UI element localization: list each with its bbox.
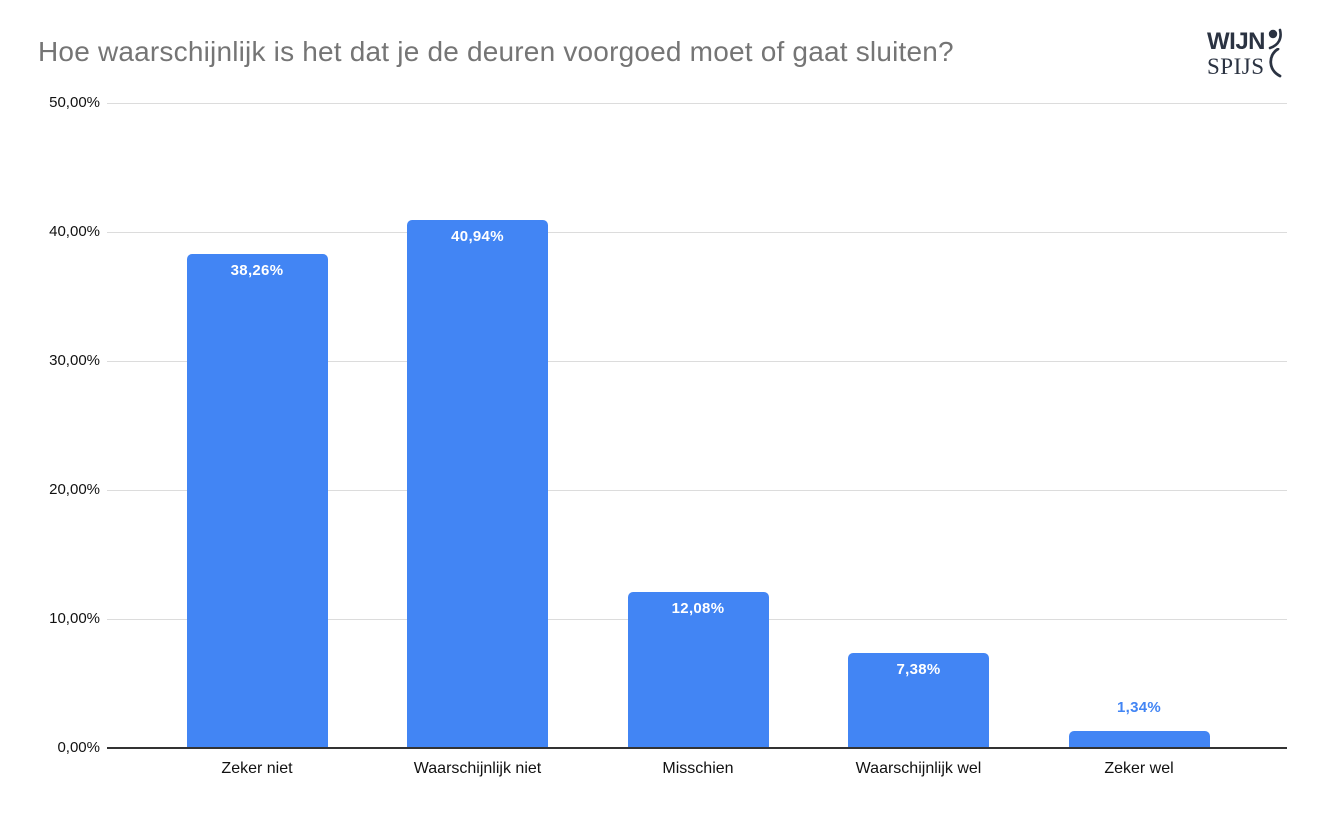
logo-line-1: WIJN [1207,28,1323,55]
bar-zeker-niet [186,254,328,748]
bar-waarschijnlijk-wel [848,652,989,748]
y-axis-tick-label: 20,00% [49,481,100,498]
y-axis-tick-label: 10,00% [49,610,100,627]
bar-value-label: 1,34% [1116,698,1162,716]
x-axis-baseline [107,747,1287,749]
x-axis-category-label: Waarschijnlijk wel [855,760,982,777]
bar-waarschijnlijk-niet [407,219,548,748]
bar-value-label: 7,38% [896,660,941,678]
x-axis-category-label: Zeker wel [1104,760,1174,777]
x-axis-category-label: Zeker niet [221,760,293,777]
gridline [107,361,1287,362]
gridline [107,490,1287,491]
gridline [107,232,1287,233]
wijnspijs-logo: WIJN SPIJS [1207,28,1323,79]
x-axis-category-label: Misschien [662,760,734,777]
y-axis-tick-label: 50,00% [49,94,100,111]
wine-glass-curve-icon [1269,48,1282,78]
bar-zeker-wel [1068,730,1210,748]
wine-glass-icon [1268,28,1282,50]
bar-value-label: 12,08% [671,600,725,618]
bar-misschien [627,592,769,748]
gridline [107,103,1287,104]
logo-text-wijn: WIJN [1207,28,1266,55]
logo-line-2: SPIJS [1207,48,1323,79]
y-axis-tick-label: 0,00% [57,739,100,756]
bar-value-label: 40,94% [451,227,504,245]
bar-value-label: 38,26% [230,262,284,280]
y-axis-tick-label: 30,00% [49,352,100,369]
logo-text-spijs: SPIJS [1207,54,1265,79]
x-axis-category-label: Waarschijnlijk niet [413,760,542,777]
y-axis-tick-label: 40,00% [49,223,100,240]
chart-title: Hoe waarschijnlijk is het dat je de deur… [38,36,954,67]
